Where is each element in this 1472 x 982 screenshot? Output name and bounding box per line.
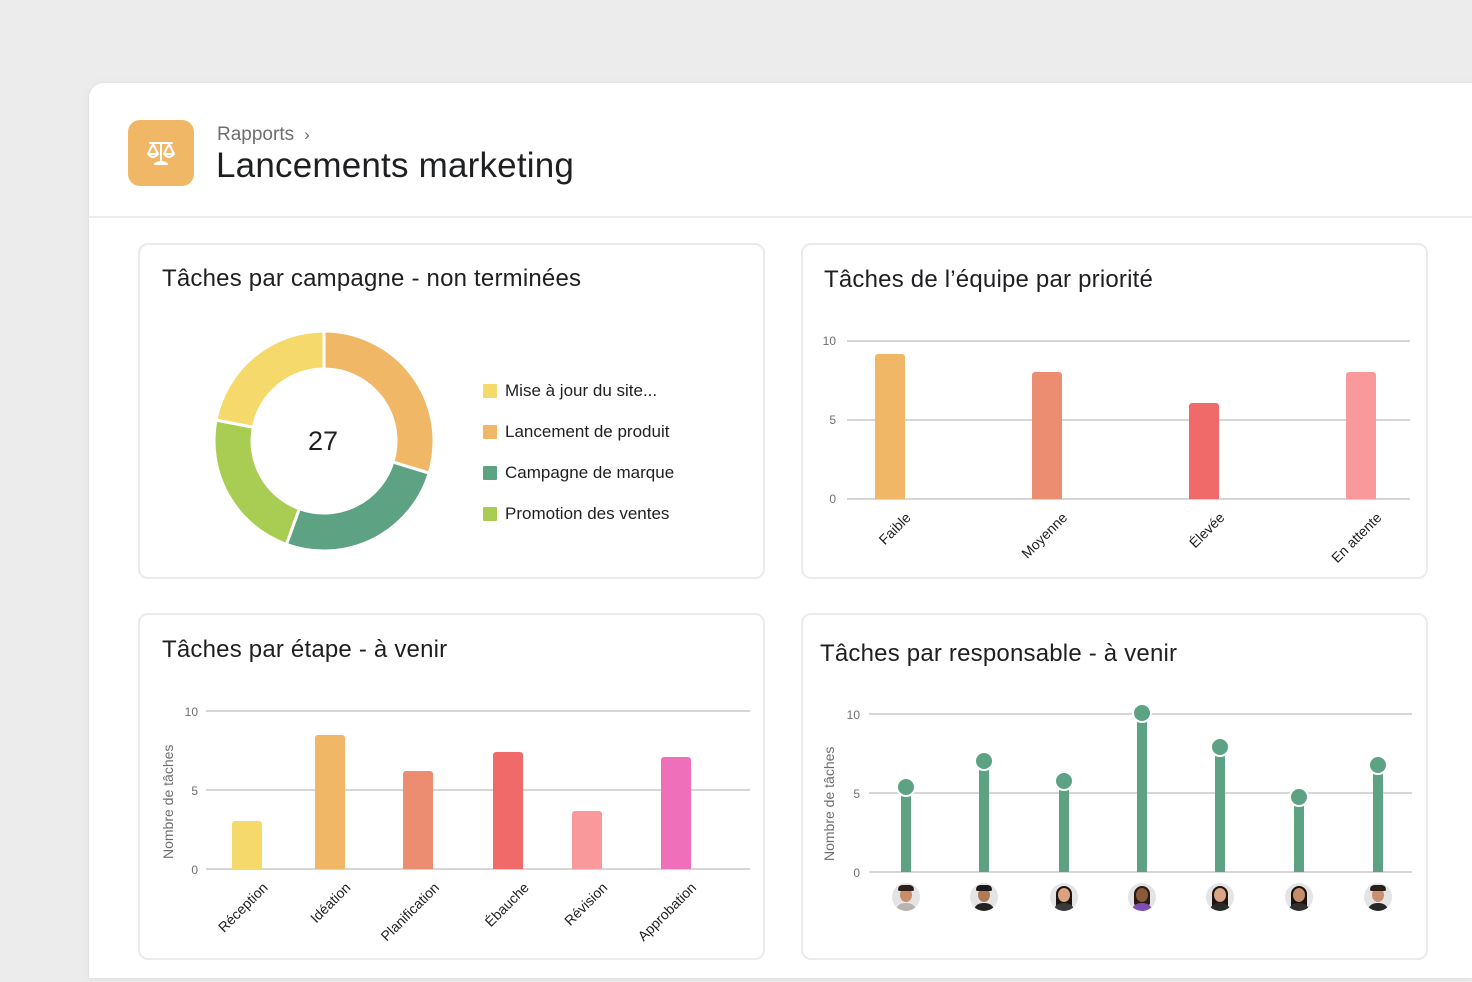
bar-reception[interactable] xyxy=(232,821,262,869)
donut-total: 27 xyxy=(307,426,339,456)
lollipop-dot[interactable] xyxy=(974,751,994,771)
legend-item[interactable]: Lancement de produit xyxy=(483,411,674,452)
x-label: Approbation xyxy=(634,879,700,945)
card-title: Tâches par responsable - à venir xyxy=(820,640,1178,667)
gridline xyxy=(847,340,1410,342)
donut-segment-campagne-de-marque xyxy=(284,460,432,551)
bar-ebauche[interactable] xyxy=(493,752,523,869)
legend-label: Mise à jour du site... xyxy=(505,380,658,400)
gridline xyxy=(206,710,750,712)
avatar[interactable] xyxy=(1128,883,1156,911)
x-label: Élevée xyxy=(1186,509,1228,551)
scales-icon xyxy=(128,120,194,186)
lollipop-dot[interactable] xyxy=(896,777,916,797)
legend-label: Campagne de marque xyxy=(505,462,675,482)
donut-segment-mise-a-jour-du-site xyxy=(214,331,326,430)
card-title: Tâches par étape - à venir xyxy=(162,636,448,663)
x-label: Faible xyxy=(875,509,914,548)
priority-bar-card[interactable]: Tâches de l’équipe par priorité 10 5 0 F… xyxy=(801,243,1428,579)
breadcrumb: Rapports › xyxy=(217,124,310,146)
y-tick: 0 xyxy=(853,866,860,880)
stage-bar-card[interactable]: Tâches par étape - à venir Nombre de tâc… xyxy=(138,613,765,960)
page-title: Lancements marketing xyxy=(216,146,575,185)
x-label: Ébauche xyxy=(481,879,532,930)
avatar[interactable] xyxy=(1206,883,1234,911)
legend-item[interactable]: Mise à jour du site... xyxy=(483,370,674,411)
report-window: Rapports › Lancements marketing Tâches p… xyxy=(88,82,1472,979)
y-tick: 10 xyxy=(822,334,836,348)
x-label: En attente xyxy=(1328,509,1385,566)
legend-item[interactable]: Promotion des ventes xyxy=(483,493,674,534)
avatar[interactable] xyxy=(1285,883,1313,911)
legend-item[interactable]: Campagne de marque xyxy=(483,452,674,493)
gridline xyxy=(847,498,1410,500)
card-title: Tâches par campagne - non terminées xyxy=(162,265,582,292)
avatar[interactable] xyxy=(892,883,920,911)
avatar[interactable] xyxy=(1364,883,1392,911)
legend-swatch xyxy=(483,506,497,521)
legend-swatch xyxy=(483,383,497,398)
campaign-donut-card[interactable]: Tâches par campagne - non terminées 27 M… xyxy=(138,243,765,579)
gridline xyxy=(206,789,750,791)
gridline xyxy=(206,868,750,870)
breadcrumb-rapports-link[interactable]: Rapports xyxy=(217,124,295,145)
lollipop-dot[interactable] xyxy=(1210,737,1230,757)
x-label: Moyenne xyxy=(1018,509,1071,562)
y-tick: 10 xyxy=(184,705,198,719)
lollipop-stem xyxy=(979,761,989,872)
assignee-lollipop-card[interactable]: Tâches par responsable - à venir Nombre … xyxy=(801,613,1428,960)
x-label: Planification xyxy=(376,879,442,945)
lollipop-stem xyxy=(1215,747,1225,872)
bar-ideation[interactable] xyxy=(315,735,345,869)
bar-moyenne[interactable] xyxy=(1032,372,1062,499)
y-axis-label: Nombre de tâches xyxy=(160,744,176,859)
bar-planification[interactable] xyxy=(403,771,433,869)
avatar[interactable] xyxy=(1050,883,1078,911)
bar-elevee[interactable] xyxy=(1189,403,1219,499)
page-header: Rapports › Lancements marketing xyxy=(89,83,1472,218)
y-tick: 0 xyxy=(829,492,836,506)
lollipop-stem xyxy=(1373,765,1383,872)
lollipop-stem xyxy=(901,787,911,872)
lollipop-stem xyxy=(1137,713,1147,872)
y-tick: 0 xyxy=(191,863,198,877)
y-tick: 10 xyxy=(846,708,860,722)
donut-chart xyxy=(214,331,434,551)
gridline xyxy=(869,871,1412,873)
avatar[interactable] xyxy=(970,883,998,911)
donut-legend: Mise à jour du site... Lancement de prod… xyxy=(483,370,674,534)
card-title: Tâches de l’équipe par priorité xyxy=(824,266,1154,293)
legend-label: Promotion des ventes xyxy=(505,503,670,523)
y-tick: 5 xyxy=(853,787,860,801)
lollipop-dot[interactable] xyxy=(1132,703,1152,723)
legend-label: Lancement de produit xyxy=(505,421,670,441)
bar-approbation[interactable] xyxy=(661,757,691,869)
chevron-right-icon: › xyxy=(304,125,310,144)
legend-swatch xyxy=(483,465,497,480)
legend-swatch xyxy=(483,424,497,439)
x-label: Réception xyxy=(214,879,271,936)
x-label: Idéation xyxy=(307,879,354,926)
bar-revision[interactable] xyxy=(572,811,602,869)
y-tick: 5 xyxy=(191,784,198,798)
bar-en-attente[interactable] xyxy=(1346,372,1376,499)
lollipop-dot[interactable] xyxy=(1054,771,1074,791)
gridline xyxy=(847,419,1410,421)
lollipop-dot[interactable] xyxy=(1289,787,1309,807)
y-axis-label: Nombre de tâches xyxy=(821,746,837,861)
y-tick: 5 xyxy=(829,413,836,427)
lollipop-stem xyxy=(1059,781,1069,872)
lollipop-stem xyxy=(1294,797,1304,872)
bar-faible[interactable] xyxy=(875,354,905,499)
lollipop-dot[interactable] xyxy=(1368,755,1388,775)
x-label: Révision xyxy=(561,879,611,929)
